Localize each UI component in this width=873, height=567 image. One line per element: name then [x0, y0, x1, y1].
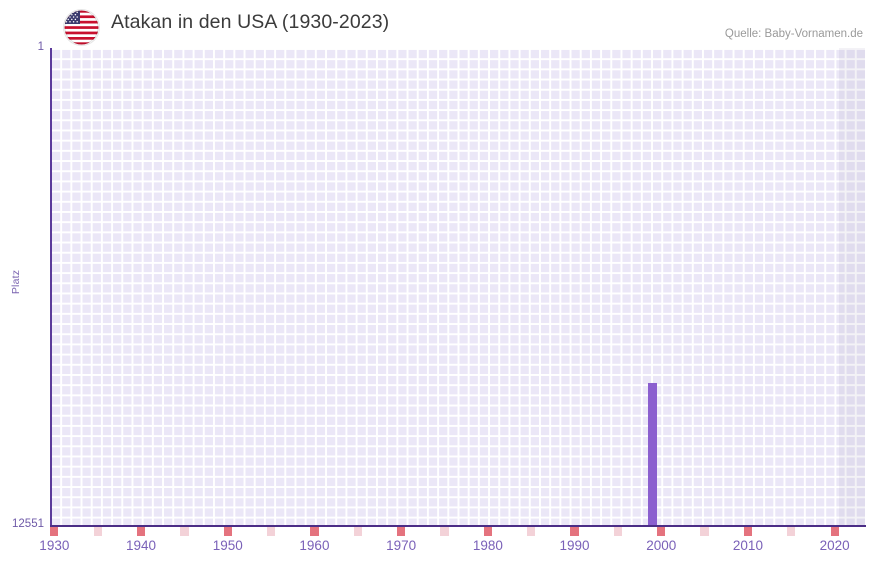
y-axis-bottom-label: 12551 [12, 518, 44, 530]
x-tick-1970: 1970 [386, 538, 417, 553]
x-tick-1990: 1990 [559, 538, 590, 553]
x-axis-decade-markers [0, 527, 873, 536]
decade-marker-1965 [353, 527, 362, 536]
decade-marker-2005 [700, 527, 709, 536]
decade-marker-2000 [657, 527, 666, 536]
page-title: Atakan in den USA (1930-2023) [111, 11, 390, 33]
chart-gridlines [50, 48, 865, 526]
x-axis-line [50, 525, 866, 527]
x-tick-1950: 1950 [212, 538, 243, 553]
bar-series [50, 48, 865, 526]
y-axis-line [50, 48, 52, 527]
y-axis-title: Platz [10, 269, 22, 295]
decade-marker-1955 [266, 527, 276, 536]
decade-marker-2010 [743, 527, 753, 536]
source-attribution: Quelle: Baby-Vornamen.de [724, 28, 863, 40]
us-flag-icon [64, 10, 99, 45]
x-tick-1980: 1980 [472, 538, 503, 553]
decade-marker-1960 [310, 527, 319, 536]
decade-marker-1935 [93, 527, 102, 536]
x-tick-1930: 1930 [39, 538, 70, 553]
x-tick-2010: 2010 [732, 538, 763, 553]
decade-marker-1975 [440, 527, 449, 536]
decade-marker-1970 [397, 527, 406, 536]
decade-marker-1930 [50, 527, 59, 536]
x-tick-2000: 2000 [646, 538, 677, 553]
decade-marker-1945 [180, 527, 189, 536]
bar-1999 [647, 382, 658, 526]
plot-area [50, 48, 865, 526]
decade-marker-2020 [830, 527, 839, 536]
decade-marker-1940 [136, 527, 146, 536]
x-axis-tick-labels: 1930 1940 1950 1960 1970 1980 1990 2000 2010 2020 [0, 538, 873, 560]
decade-marker-1995 [613, 527, 622, 536]
decade-marker-2015 [787, 527, 796, 536]
decade-marker-1980 [483, 527, 492, 536]
x-tick-1960: 1960 [299, 538, 330, 553]
decade-marker-1950 [223, 527, 232, 536]
decade-marker-1990 [570, 527, 579, 536]
decade-marker-1985 [527, 527, 536, 536]
x-tick-2020: 2020 [819, 538, 850, 553]
x-tick-1940: 1940 [126, 538, 157, 553]
y-axis-top-label: 1 [37, 41, 44, 53]
